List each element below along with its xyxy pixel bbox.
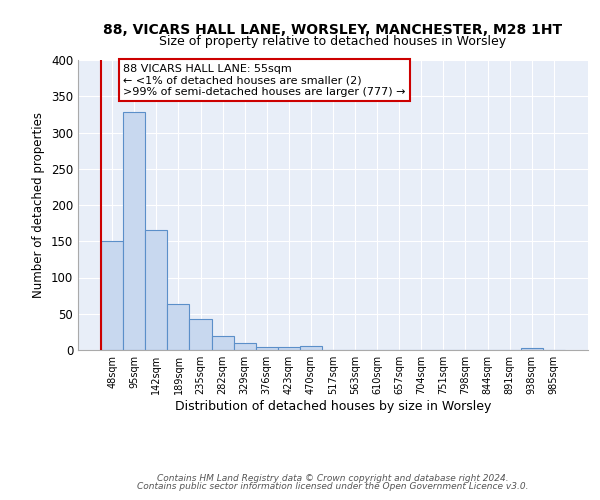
Text: Contains public sector information licensed under the Open Government Licence v3: Contains public sector information licen…: [137, 482, 529, 491]
Bar: [190, 319, 212, 350]
Bar: [278, 347, 300, 350]
Text: Size of property relative to detached houses in Worsley: Size of property relative to detached ho…: [160, 35, 506, 48]
X-axis label: Distribution of detached houses by size in Worsley: Distribution of detached houses by size …: [175, 400, 491, 413]
Bar: [167, 304, 190, 350]
Bar: [233, 344, 256, 350]
Text: Contains HM Land Registry data © Crown copyright and database right 2024.: Contains HM Land Registry data © Crown c…: [157, 474, 509, 483]
Bar: [256, 347, 278, 350]
Bar: [212, 336, 233, 350]
Bar: [521, 348, 543, 350]
Bar: [145, 230, 167, 350]
Bar: [123, 112, 145, 350]
Bar: [300, 346, 322, 350]
Y-axis label: Number of detached properties: Number of detached properties: [32, 112, 46, 298]
Text: 88, VICARS HALL LANE, WORSLEY, MANCHESTER, M28 1HT: 88, VICARS HALL LANE, WORSLEY, MANCHESTE…: [103, 22, 563, 36]
Bar: [101, 242, 123, 350]
Text: 88 VICARS HALL LANE: 55sqm
← <1% of detached houses are smaller (2)
>99% of semi: 88 VICARS HALL LANE: 55sqm ← <1% of deta…: [123, 64, 406, 97]
